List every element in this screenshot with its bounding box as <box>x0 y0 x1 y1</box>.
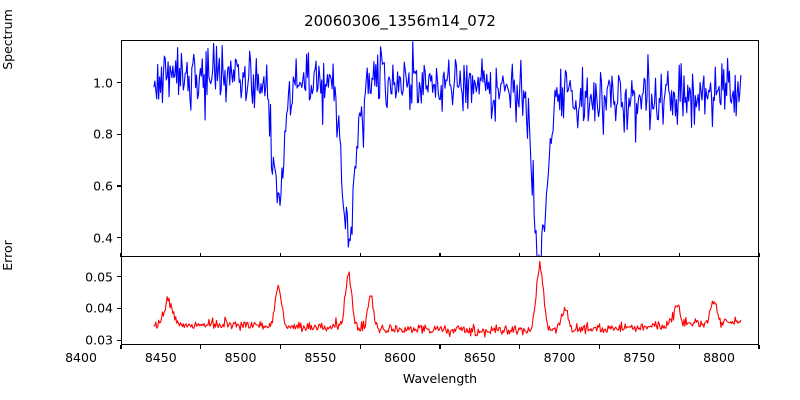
spectrum-axes <box>121 40 759 257</box>
x-tick-mark <box>200 345 202 349</box>
x-tick-label: 8700 <box>543 350 576 365</box>
spectrum-y-axis-label: Spectrum <box>0 9 15 70</box>
x-tick-mark <box>678 345 680 349</box>
x-tick-mark <box>359 345 361 349</box>
spectrum-x-tick-mark <box>200 253 202 257</box>
x-tick-mark <box>758 345 760 349</box>
error-y-tick-mark <box>117 307 121 309</box>
spectrum-x-tick-mark <box>120 253 122 257</box>
x-tick-mark <box>519 345 521 349</box>
spectrum-x-tick-mark <box>519 253 521 257</box>
spectrum-y-tick-mark <box>117 82 121 84</box>
spectrum-x-tick-mark <box>598 253 601 257</box>
x-tick-label: 8550 <box>304 350 337 365</box>
x-tick-label: 8400 <box>65 350 97 365</box>
x-tick-label: 8500 <box>224 350 257 365</box>
x-tick-label: 8450 <box>144 350 177 365</box>
spectrum-y-tick-label: 0.4 <box>93 230 113 246</box>
error-y-tick-label: 0.04 <box>85 300 113 316</box>
spectrum-y-tick-label: 0.6 <box>93 178 113 194</box>
x-axis-label: Wavelength <box>402 371 478 386</box>
spectrum-x-tick-mark <box>678 253 680 257</box>
x-tick-mark <box>279 345 282 349</box>
spectrum-y-tick-mark <box>117 237 121 239</box>
spectrum-x-tick-mark <box>758 253 760 257</box>
x-tick-label: 8650 <box>463 350 496 365</box>
error-y-tick-mark <box>117 276 121 278</box>
spectrum-line-series <box>153 41 742 256</box>
x-tick-label: 8800 <box>703 350 735 365</box>
figure-title: 20060306_1356m14_072 <box>304 12 496 30</box>
error-y-tick-label: 0.05 <box>85 269 113 285</box>
error-line-series <box>153 260 742 338</box>
spectrum-x-tick-mark <box>279 253 282 257</box>
spectrum-y-tick-mark <box>117 133 121 135</box>
spectrum-x-tick-mark <box>359 253 361 257</box>
spectrum-y-tick-mark <box>117 185 121 187</box>
x-tick-mark <box>120 345 122 349</box>
x-tick-mark <box>439 345 441 349</box>
error-y-tick-mark <box>117 339 121 341</box>
error-y-axis-label: Error <box>0 240 15 271</box>
x-tick-label: 8750 <box>623 350 656 365</box>
spectrum-y-tick-label: 1.0 <box>93 75 113 91</box>
x-tick-label: 8600 <box>384 350 416 365</box>
x-tick-mark <box>598 345 601 349</box>
spectrum-y-tick-label: 0.8 <box>93 126 113 142</box>
error-axes <box>121 256 759 345</box>
spectrum-x-tick-mark <box>439 253 441 257</box>
error-y-tick-label: 0.03 <box>85 332 113 348</box>
